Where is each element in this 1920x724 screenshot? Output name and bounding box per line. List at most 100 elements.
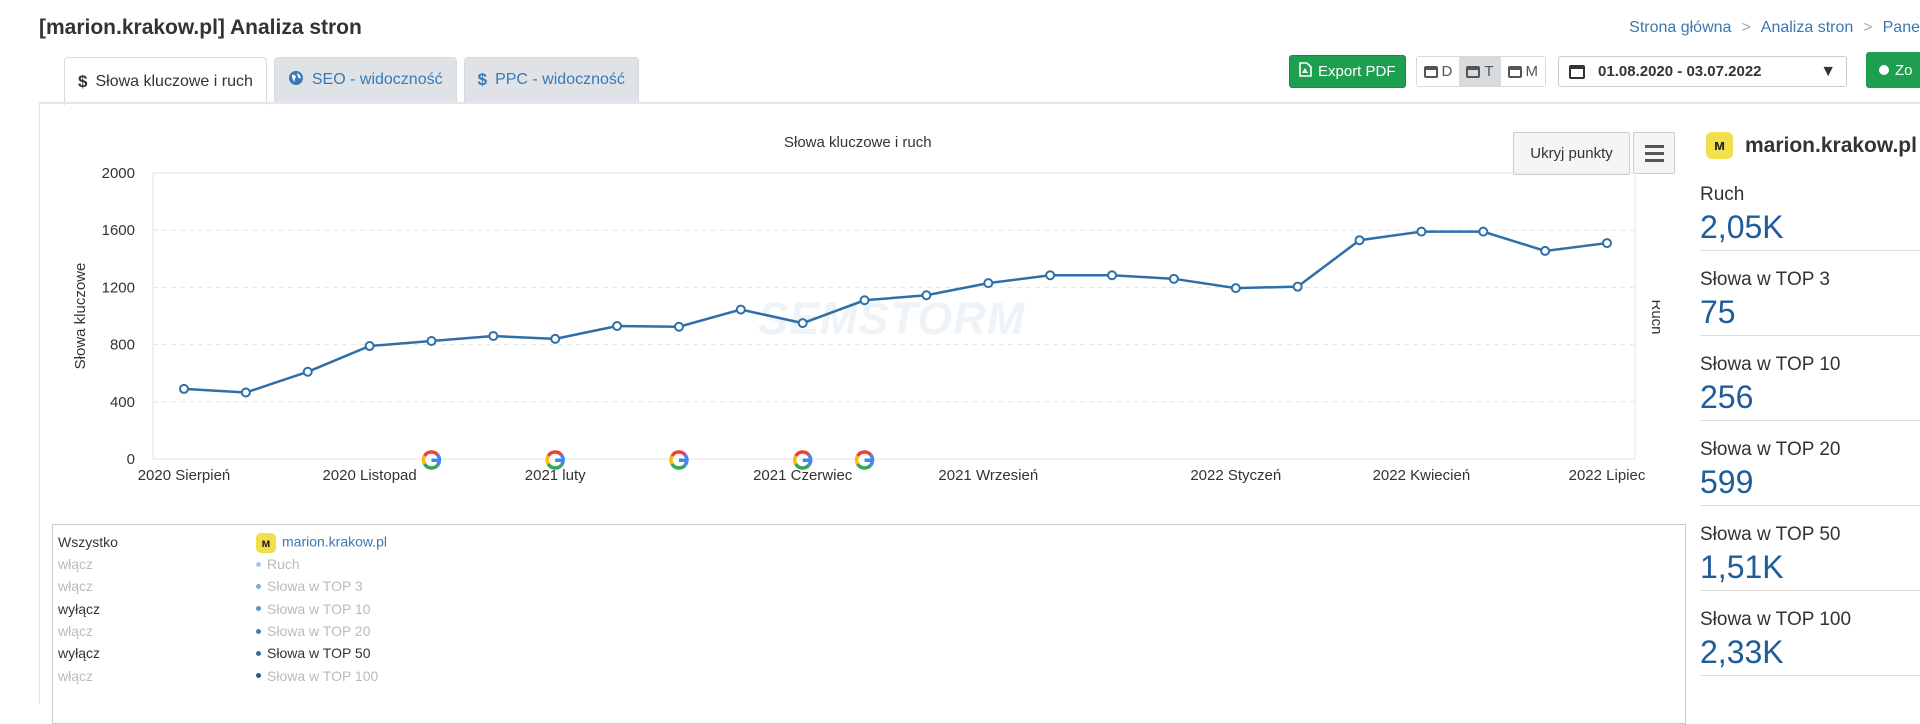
data-point bbox=[240, 387, 251, 398]
x-tick-label: 2021 Wrzesień bbox=[938, 467, 1038, 484]
data-point bbox=[797, 318, 808, 329]
metric-label: Ruch bbox=[1700, 184, 1745, 205]
legend-series-item[interactable]: Ruch bbox=[256, 556, 300, 572]
legend-dot-icon bbox=[256, 628, 261, 634]
metric-value: 2,33K bbox=[1700, 634, 1784, 670]
legend-toggle[interactable]: włącz bbox=[58, 622, 94, 639]
sidebar-domain: ᴍ marion.krakow.pl bbox=[1706, 132, 1917, 159]
sidebar-domain-label: marion.krakow.pl bbox=[1745, 133, 1917, 157]
chart-title: Słowa kluczowe i ruch bbox=[784, 134, 932, 151]
legend-toggle[interactable]: włącz bbox=[58, 667, 94, 684]
data-point bbox=[1540, 245, 1551, 256]
pdf-file-icon bbox=[1299, 62, 1312, 81]
y-tick-label: 800 bbox=[110, 337, 135, 354]
granularity-label: T bbox=[1484, 63, 1494, 80]
series-line bbox=[183, 230, 1608, 394]
tab-label: SEO - widoczność bbox=[311, 71, 443, 88]
export-pdf-button[interactable]: Export PDF bbox=[1289, 55, 1406, 88]
google-icon[interactable] bbox=[669, 450, 689, 470]
tab-seo-visibility[interactable]: SEO - widoczność bbox=[273, 57, 457, 102]
calendar-icon bbox=[1423, 65, 1438, 78]
metric-value: 2,05K bbox=[1700, 209, 1784, 245]
y-axis-label: Słowa kluczowe bbox=[72, 263, 89, 370]
legend-series-label: Słowa w TOP 10 bbox=[267, 600, 371, 617]
site-logo-icon: ᴍ bbox=[1706, 132, 1733, 159]
legend-series-item[interactable]: Słowa w TOP 100 bbox=[256, 668, 378, 684]
dollar-icon: $ bbox=[477, 70, 488, 89]
data-point bbox=[1478, 226, 1489, 237]
legend-dot-icon bbox=[256, 606, 261, 612]
x-tick-label: 2022 Lipiec bbox=[1569, 467, 1646, 484]
data-point bbox=[735, 304, 746, 315]
google-icon[interactable] bbox=[421, 450, 442, 470]
y-tick-label: 0 bbox=[127, 451, 135, 468]
calendar-grid-icon bbox=[1507, 65, 1522, 78]
legend-series-item[interactable]: Słowa w TOP 20 bbox=[256, 623, 371, 639]
breadcrumb: Strona główna > Analiza stron > Pane bbox=[1629, 19, 1920, 37]
data-point bbox=[302, 366, 313, 377]
circle-icon bbox=[1879, 65, 1889, 75]
google-icon[interactable] bbox=[792, 450, 813, 470]
calendar-check-icon bbox=[1466, 65, 1481, 78]
data-point bbox=[179, 383, 189, 394]
legend-dot-icon bbox=[256, 561, 261, 567]
x-tick-label: 2021 Czerwiec bbox=[753, 467, 853, 484]
chart-panel bbox=[39, 104, 1683, 704]
toolbar: Export PDF D T M 01.08.2020 - 03.07.2022… bbox=[1289, 55, 1848, 88]
data-point bbox=[1416, 226, 1427, 237]
metric-value: 256 bbox=[1700, 379, 1754, 415]
legend-all-toggle[interactable]: Wszystko bbox=[58, 534, 118, 550]
tab-bar: $ Słowa kluczowe i ruch SEO - widoczność… bbox=[64, 57, 639, 105]
data-point bbox=[1168, 273, 1179, 284]
granularity-month-button[interactable]: M bbox=[1500, 57, 1546, 86]
data-point bbox=[983, 278, 994, 289]
legend-series-item[interactable]: Słowa w TOP 50 bbox=[256, 645, 371, 661]
legend-series-item[interactable]: Słowa w TOP 3 bbox=[256, 578, 363, 594]
legend-toggle[interactable]: wyłącz bbox=[58, 600, 101, 617]
data-point bbox=[673, 321, 684, 332]
google-icon[interactable] bbox=[545, 450, 565, 470]
site-logo-icon: ᴍ bbox=[256, 533, 276, 553]
data-point bbox=[426, 336, 437, 347]
x-tick-label: 2022 Styczeń bbox=[1190, 467, 1281, 484]
tab-ppc-visibility[interactable]: $ PPC - widoczność bbox=[463, 57, 639, 102]
y2-axis-label: Ruch bbox=[1648, 299, 1660, 334]
legend-toggle[interactable]: włącz bbox=[58, 556, 94, 572]
legend-dot-icon bbox=[256, 673, 261, 679]
breadcrumb-analysis[interactable]: Analiza stron bbox=[1760, 19, 1854, 36]
legend-domain: ᴍ marion.krakow.pl bbox=[256, 533, 387, 553]
date-range-value: 01.08.2020 - 03.07.2022 bbox=[1598, 63, 1762, 80]
x-tick-label: 2020 Listopad bbox=[322, 467, 416, 484]
plot-area bbox=[152, 172, 1636, 460]
legend-toggle[interactable]: wyłącz bbox=[58, 645, 101, 662]
granularity-week-button[interactable]: T bbox=[1459, 57, 1501, 86]
date-range-select[interactable]: 01.08.2020 - 03.07.2022 ▼ bbox=[1558, 56, 1848, 87]
hamburger-icon bbox=[1644, 144, 1664, 148]
breadcrumb-separator: > bbox=[1741, 19, 1751, 36]
legend-series-label: Słowa w TOP 20 bbox=[267, 622, 371, 639]
google-icon[interactable] bbox=[854, 450, 875, 470]
granularity-label: D bbox=[1441, 63, 1453, 80]
metric-divider bbox=[1700, 335, 1920, 336]
legend-series-item[interactable]: Słowa w TOP 10 bbox=[256, 601, 371, 617]
legend-dot-icon bbox=[256, 584, 261, 590]
x-tick-label: 2022 Kwiecień bbox=[1373, 467, 1471, 484]
x-tick-label: 2021 luty bbox=[525, 467, 586, 484]
metric-label: Słowa w TOP 100 bbox=[1700, 609, 1852, 630]
legend-toggle[interactable]: włącz bbox=[58, 578, 94, 595]
data-point bbox=[1230, 283, 1241, 294]
data-point bbox=[1045, 270, 1056, 281]
legend-series-label: Ruch bbox=[267, 556, 300, 572]
metric-value: 75 bbox=[1700, 294, 1736, 330]
breadcrumb-home[interactable]: Strona główna bbox=[1629, 19, 1732, 36]
dollar-icon: $ bbox=[78, 71, 88, 91]
hide-points-button[interactable]: Ukryj punkty bbox=[1513, 132, 1630, 175]
y-tick-label: 1200 bbox=[102, 279, 135, 296]
extra-action-button[interactable]: Zo bbox=[1866, 52, 1920, 88]
data-point bbox=[1354, 235, 1365, 246]
granularity-day-button[interactable]: D bbox=[1416, 57, 1460, 86]
tab-keywords-traffic[interactable]: $ Słowa kluczowe i ruch bbox=[64, 57, 267, 105]
data-point bbox=[612, 321, 623, 332]
chart-menu-button[interactable] bbox=[1633, 132, 1675, 174]
breadcrumb-panel[interactable]: Pane bbox=[1882, 19, 1920, 36]
